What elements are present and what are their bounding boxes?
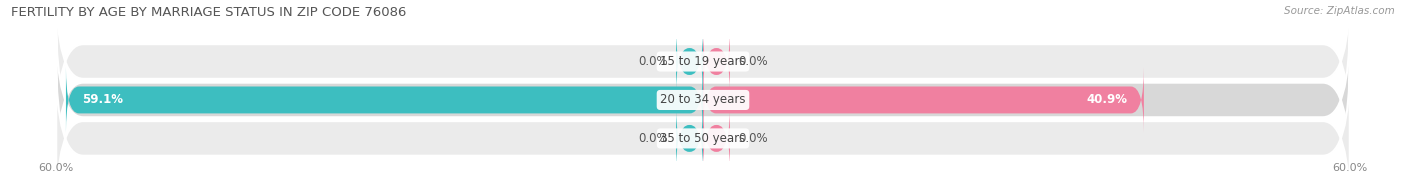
- FancyBboxPatch shape: [676, 29, 703, 94]
- Text: 0.0%: 0.0%: [738, 55, 768, 68]
- Text: 0.0%: 0.0%: [638, 55, 668, 68]
- FancyBboxPatch shape: [703, 106, 730, 171]
- Text: 35 to 50 years: 35 to 50 years: [661, 132, 745, 145]
- FancyBboxPatch shape: [56, 21, 1350, 179]
- FancyBboxPatch shape: [66, 67, 703, 133]
- Text: 15 to 19 years: 15 to 19 years: [661, 55, 745, 68]
- FancyBboxPatch shape: [703, 29, 730, 94]
- FancyBboxPatch shape: [56, 60, 1350, 196]
- Text: 0.0%: 0.0%: [638, 132, 668, 145]
- Text: FERTILITY BY AGE BY MARRIAGE STATUS IN ZIP CODE 76086: FERTILITY BY AGE BY MARRIAGE STATUS IN Z…: [11, 6, 406, 19]
- Text: 0.0%: 0.0%: [738, 132, 768, 145]
- FancyBboxPatch shape: [56, 0, 1350, 140]
- Text: 40.9%: 40.9%: [1087, 93, 1128, 106]
- FancyBboxPatch shape: [676, 106, 703, 171]
- Text: 59.1%: 59.1%: [82, 93, 124, 106]
- Text: 20 to 34 years: 20 to 34 years: [661, 93, 745, 106]
- FancyBboxPatch shape: [703, 67, 1144, 133]
- Text: Source: ZipAtlas.com: Source: ZipAtlas.com: [1284, 6, 1395, 16]
